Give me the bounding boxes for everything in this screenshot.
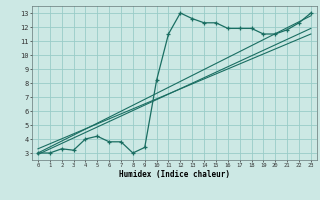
X-axis label: Humidex (Indice chaleur): Humidex (Indice chaleur) [119,170,230,179]
